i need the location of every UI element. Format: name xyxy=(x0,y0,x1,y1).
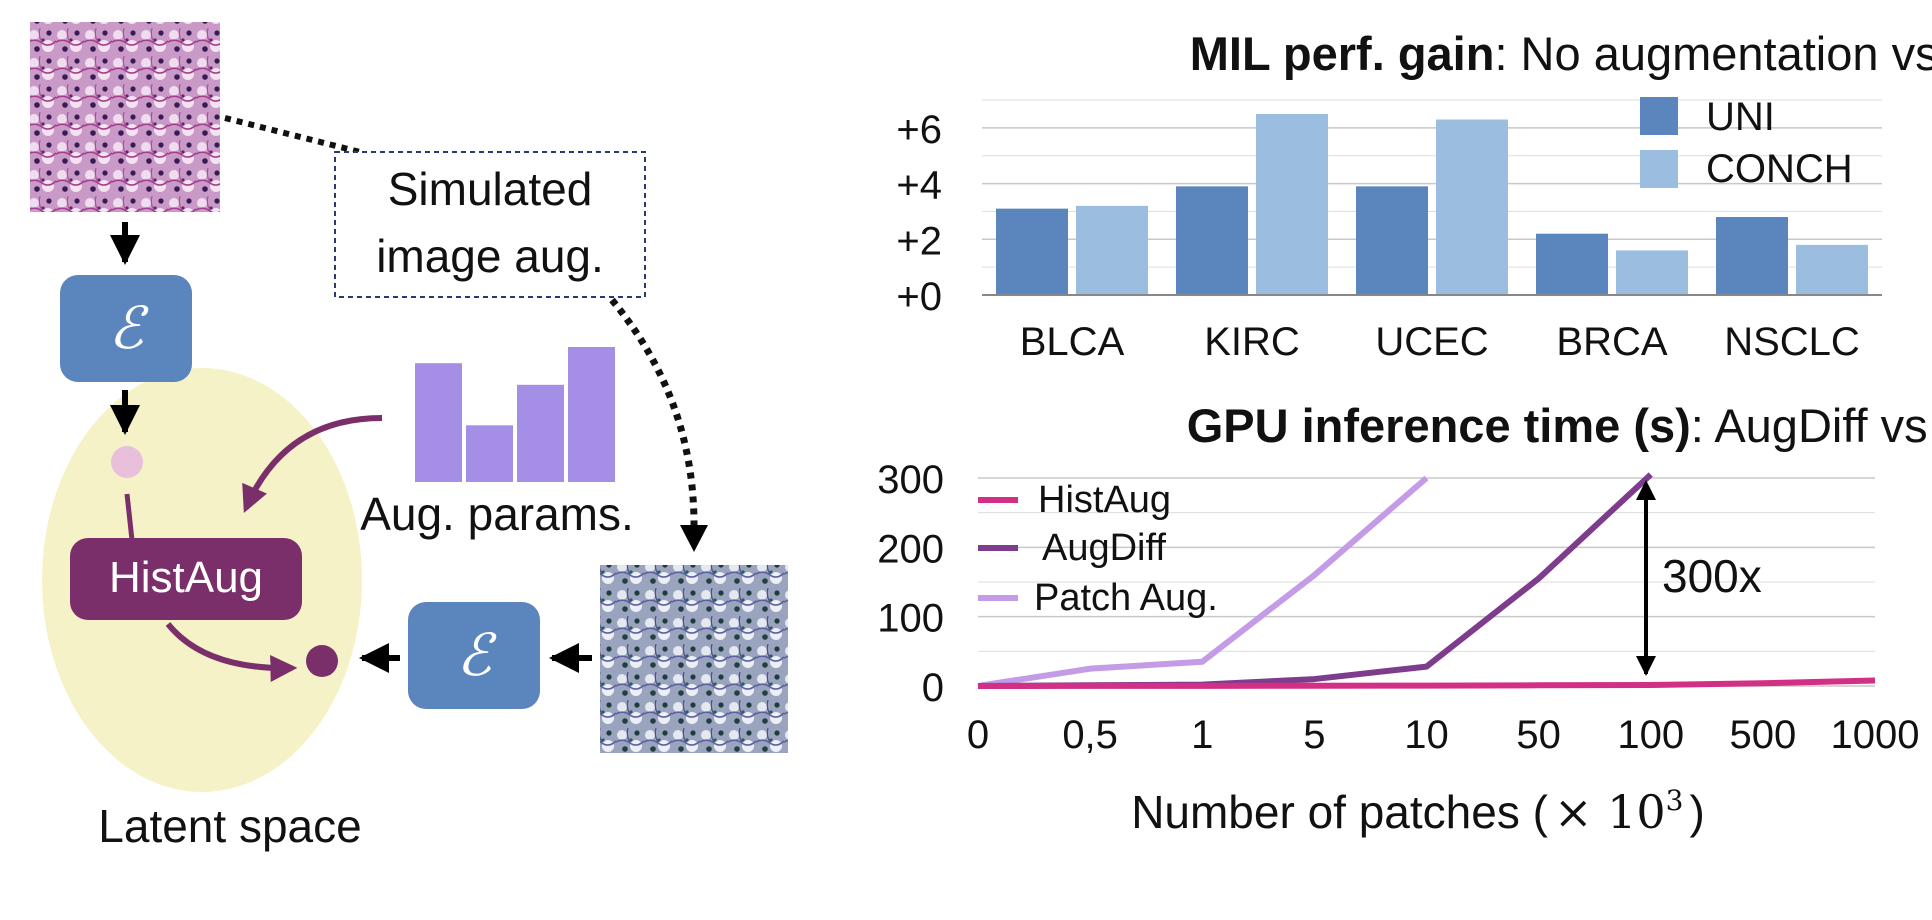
bar-chart-legend: UNI CONCH xyxy=(1640,95,1853,191)
simulated-label-line1: Simulated xyxy=(388,163,593,215)
series-line-patchaug xyxy=(977,475,1429,689)
latent-space-label: Latent space xyxy=(98,800,361,852)
legend-swatch-uni xyxy=(1640,97,1678,135)
legend-label-conch: CONCH xyxy=(1706,147,1853,191)
bar-ytick-3: +6 xyxy=(896,108,942,152)
line-chart-xlabel-exp: 3 xyxy=(1666,784,1684,817)
bar-chart-bars xyxy=(996,113,1868,295)
line-chart-title: GPU inference time (s): AugDiff vs HistA… xyxy=(1187,399,1932,452)
bar-chart-title-bold: MIL perf. gain xyxy=(1190,27,1495,80)
bar-conch-ucec xyxy=(1436,119,1508,295)
aug-param-bar-3 xyxy=(568,347,615,482)
bar-chart-yticks: +0 +2 +4 +6 xyxy=(896,108,942,319)
encoder-bottom xyxy=(408,602,540,709)
bar-ytick-1: +2 xyxy=(896,219,942,263)
bar-conch-nsclc xyxy=(1796,244,1868,295)
line-ytick-1: 100 xyxy=(877,597,944,641)
bar-ytick-0: +0 xyxy=(896,275,942,319)
line-ytick-3: 300 xyxy=(877,458,944,502)
aug-param-bar-0 xyxy=(415,363,462,482)
line-chart-xlabel-text: Number of patches ( xyxy=(1131,786,1548,838)
arrow-params-to-histaug xyxy=(242,415,383,513)
series-line-histaug xyxy=(977,677,1876,689)
line-chart-xlabel: Number of patches (× 103) xyxy=(1131,784,1705,839)
bar-conch-blca xyxy=(1076,205,1148,295)
bar-uni-blca xyxy=(996,208,1068,295)
aug-param-bar-1 xyxy=(466,425,513,482)
line-chart: GPU inference time (s): AugDiff vs HistA… xyxy=(877,399,1932,839)
legend-label-uni: UNI xyxy=(1706,95,1775,139)
bar-uni-nsclc xyxy=(1716,217,1788,295)
aug-params-label: Aug. params. xyxy=(360,488,634,540)
bar-uni-brca xyxy=(1536,233,1608,295)
aug-param-bar-2 xyxy=(517,384,564,482)
encoder-top-symbol: ℰ xyxy=(108,294,149,362)
speedup-annotation: 300x xyxy=(1662,550,1762,602)
bar-xtick-kirc: KIRC xyxy=(1204,320,1300,364)
bar-xtick-blca: BLCA xyxy=(1020,320,1125,364)
encoder-top xyxy=(60,275,192,382)
bar-chart-xticks: BLCA KIRC UCEC BRCA NSCLC xyxy=(1020,320,1860,364)
dotted-connector-arrowhead xyxy=(680,525,708,552)
line-xtick-4: 10 xyxy=(1404,713,1449,757)
method-diagram: Simulated image aug. ℰ Aug. params. Hist… xyxy=(30,22,788,852)
histaug-box xyxy=(70,538,302,620)
aug-params-bars xyxy=(415,347,615,482)
bar-xtick-ucec: UCEC xyxy=(1375,320,1488,364)
bar-ytick-2: +4 xyxy=(896,164,942,208)
bar-xtick-brca: BRCA xyxy=(1556,320,1667,364)
line-chart-series xyxy=(977,472,1876,689)
legend-label-patchaug: Patch Aug. xyxy=(1034,577,1218,619)
augmented-patch-image xyxy=(600,565,788,753)
line-xtick-1: 0,5 xyxy=(1062,713,1118,757)
line-xtick-3: 5 xyxy=(1303,713,1325,757)
latent-point-input xyxy=(111,446,143,478)
legend-label-histaug: HistAug xyxy=(1038,479,1171,521)
line-ytick-0: 0 xyxy=(922,666,944,710)
dotted-connector-top xyxy=(224,115,361,155)
line-ytick-2: 200 xyxy=(877,527,944,571)
histaug-label: HistAug xyxy=(109,553,263,602)
encoder-bottom-symbol: ℰ xyxy=(456,621,497,689)
line-chart-yticks: 0 100 200 300 xyxy=(877,458,944,710)
bar-conch-brca xyxy=(1616,250,1688,295)
line-chart-title-rest: : AugDiff vs HistAug xyxy=(1691,399,1932,452)
bar-uni-kirc xyxy=(1176,186,1248,295)
bar-conch-kirc xyxy=(1256,113,1328,295)
dotted-connector-curve xyxy=(609,297,698,529)
line-chart-xlabel-close: ) xyxy=(1689,786,1704,838)
line-xtick-6: 100 xyxy=(1617,713,1684,757)
bar-chart-title-rest: : No augmentation vs HistAug xyxy=(1494,27,1932,80)
line-xtick-8: 1000 xyxy=(1831,713,1920,757)
bar-uni-ucec xyxy=(1356,186,1428,295)
line-chart-xlabel-math: × 10 xyxy=(1554,785,1666,839)
original-patch-image xyxy=(30,22,220,212)
line-chart-xticks: 0 0,5 1 5 10 50 100 500 1000 xyxy=(967,713,1920,757)
bar-chart: MIL perf. gain: No augmentation vs HistA… xyxy=(896,27,1932,364)
legend-swatch-conch xyxy=(1640,150,1678,188)
line-chart-title-bold: GPU inference time (s) xyxy=(1187,399,1691,452)
arrow-histaug-to-output xyxy=(165,622,298,682)
line-xtick-0: 0 xyxy=(967,713,989,757)
bar-xtick-nsclc: NSCLC xyxy=(1724,320,1860,364)
line-chart-legend: HistAug AugDiff Patch Aug. xyxy=(978,479,1218,619)
legend-label-augdiff: AugDiff xyxy=(1042,527,1166,569)
line-xtick-7: 500 xyxy=(1730,713,1797,757)
simulated-label-line2: image aug. xyxy=(376,230,604,282)
latent-point-output xyxy=(306,645,338,677)
latent-link-down xyxy=(124,493,135,541)
bar-chart-title: MIL perf. gain: No augmentation vs HistA… xyxy=(1190,27,1932,80)
line-xtick-5: 50 xyxy=(1516,713,1561,757)
simulated-aug-box xyxy=(334,151,646,298)
line-xtick-2: 1 xyxy=(1191,713,1213,757)
